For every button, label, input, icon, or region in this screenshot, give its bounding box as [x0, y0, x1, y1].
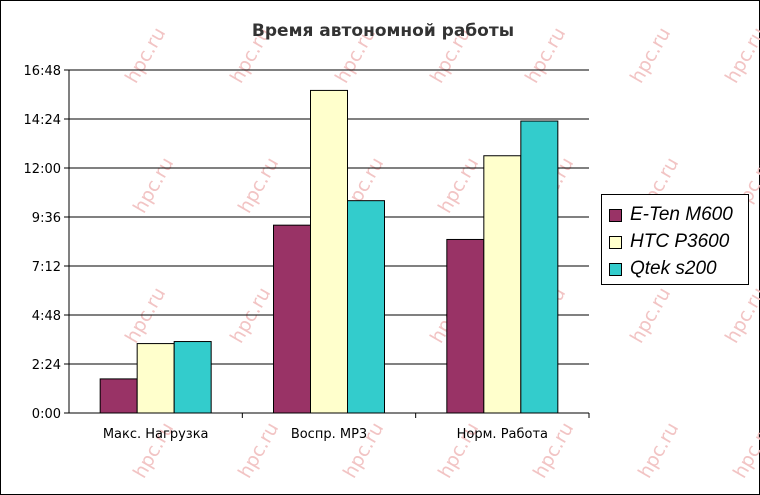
chart-title: Время автономной работы — [252, 21, 514, 41]
bar — [273, 224, 311, 414]
x-tick-label: Макс. Нагрузка — [103, 427, 209, 442]
legend-swatch — [609, 235, 622, 249]
y-tick-label: 7:12 — [32, 260, 61, 275]
legend-label: Qtek s200 — [630, 258, 717, 279]
legend-label: HTC P3600 — [630, 231, 730, 252]
bar — [173, 341, 212, 414]
bar — [483, 155, 522, 414]
y-tick-label: 14:24 — [24, 113, 61, 128]
x-tick-label: Воспр. MP3 — [291, 427, 367, 442]
legend-swatch — [609, 208, 622, 222]
bar — [446, 238, 485, 414]
bar — [520, 120, 559, 414]
bar — [310, 89, 348, 414]
bar — [99, 378, 138, 414]
bar — [347, 200, 385, 414]
y-tick-label: 9:36 — [32, 211, 61, 226]
legend-item: E-Ten M600 — [609, 204, 733, 226]
legend-item: Qtek s200 — [609, 258, 717, 280]
x-tick-label: Норм. Работа — [457, 427, 548, 442]
legend-label: E-Ten M600 — [630, 204, 733, 225]
legend-item: HTC P3600 — [609, 231, 729, 253]
y-tick-label: 12:00 — [24, 162, 61, 177]
y-tick-label: 0:00 — [32, 407, 61, 422]
bar — [136, 343, 175, 414]
y-tick-label: 4:48 — [32, 309, 61, 324]
y-tick-label: 16:48 — [24, 64, 61, 79]
legend: E-Ten M600 HTC P3600 Qtek s200 — [601, 194, 749, 285]
legend-swatch — [609, 262, 622, 276]
y-tick-label: 2:24 — [32, 358, 61, 373]
